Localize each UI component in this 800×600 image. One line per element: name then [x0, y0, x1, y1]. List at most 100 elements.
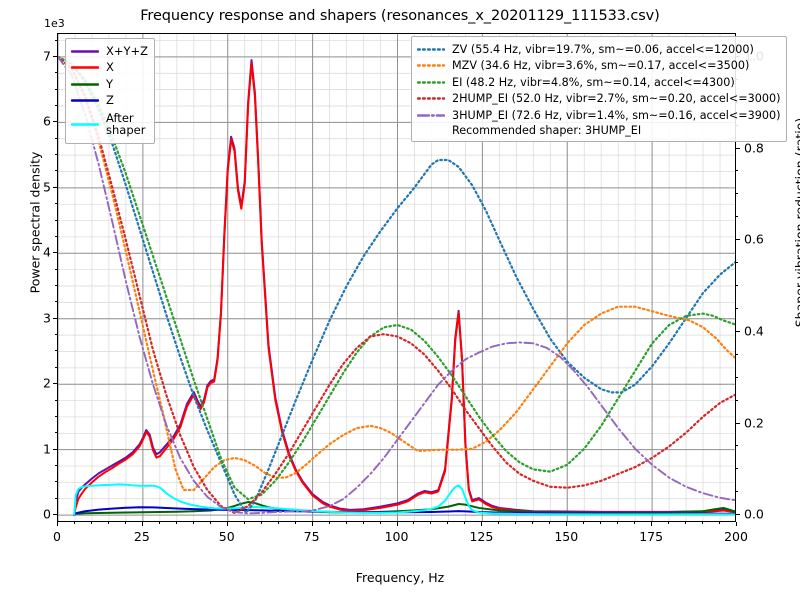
tick-mark [736, 399, 739, 401]
tick-mark [634, 522, 636, 525]
legend-item-ei[interactable]: EI (48.2 Hz, vibr=4.8%, sm~=0.14, accel<… [417, 74, 780, 91]
recommended-shaper-note: Recommended shaper: 3HUMP_EI [452, 123, 642, 137]
tick-mark [54, 39, 57, 41]
tick-mark [53, 55, 57, 57]
tick-mark [515, 522, 517, 525]
x-tick-label-25: 25 [133, 529, 150, 544]
tick-mark [54, 432, 57, 434]
legend-swatch-icon [71, 62, 99, 73]
tick-mark [54, 268, 57, 270]
tick-mark [736, 147, 740, 149]
series-zv [58, 55, 735, 515]
series-3hump-ei [58, 55, 735, 515]
tick-mark [651, 522, 653, 526]
series-mzv [58, 55, 735, 492]
tick-mark [668, 522, 670, 525]
tick-mark [736, 445, 739, 447]
tick-mark [54, 137, 57, 139]
tick-mark [736, 353, 739, 355]
tick-mark [685, 522, 687, 525]
tick-mark [54, 88, 57, 90]
y-tick-left-7: 7 [43, 48, 51, 64]
y-axis-exponent-label: 1e3 [44, 17, 65, 30]
legend-item-zv[interactable]: ZV (55.4 Hz, vibr=19.7%, sm~=0.06, accel… [417, 41, 780, 58]
tick-mark [53, 317, 57, 319]
legend-item-2hump-ei[interactable]: 2HUMP_EI (52.0 Hz, vibr=2.7%, sm~=0.20, … [417, 91, 780, 108]
chart-title: Frequency response and shapers (resonanc… [140, 8, 660, 24]
tick-mark [736, 376, 739, 378]
tick-mark [54, 203, 57, 205]
tick-mark [736, 170, 739, 172]
legend-item-x-y-z[interactable]: X+Y+Z [71, 43, 148, 60]
x-tick-label-75: 75 [303, 529, 320, 544]
legend-item-3hump-ei[interactable]: 3HUMP_EI (72.6 Hz, vibr=1.4%, sm~=0.16, … [417, 107, 780, 124]
tick-mark [736, 491, 739, 493]
tick-mark [54, 366, 57, 368]
legend-item-z[interactable]: Z [71, 93, 148, 110]
tick-mark [736, 239, 740, 241]
legend-swatch-icon [71, 119, 99, 130]
legend-swatch-icon [417, 60, 445, 71]
tick-mark [345, 522, 347, 525]
legend-label: Z [106, 93, 114, 108]
tick-mark [736, 307, 739, 309]
tick-mark [464, 522, 466, 525]
legend-line-sample [417, 48, 445, 51]
legend-swatch-icon [71, 79, 99, 90]
tick-mark [54, 154, 57, 156]
legend-label: After shaper [106, 110, 146, 137]
tick-mark [54, 105, 57, 106]
tick-mark [141, 522, 143, 526]
data-layer [58, 55, 735, 516]
x-tick-label-100: 100 [384, 529, 409, 544]
legend-label: ZV (55.4 Hz, vibr=19.7%, sm~=0.06, accel… [452, 42, 754, 56]
tick-mark [430, 522, 432, 525]
y-tick-right-0.4: 0.4 [744, 323, 764, 339]
legend-line-sample [417, 64, 445, 67]
tick-mark [175, 522, 177, 525]
y-tick-left-0: 0 [43, 506, 51, 522]
legend-label: X+Y+Z [106, 43, 149, 58]
legend-swatch-icon [417, 77, 445, 88]
legend-line-sample [417, 81, 445, 84]
tick-mark [311, 522, 313, 526]
legend-item-y[interactable]: Y [71, 76, 148, 93]
y-tick-left-4: 4 [43, 244, 51, 260]
legend-signals[interactable]: X+Y+Z X Y Z After shaper [65, 38, 156, 144]
tick-mark [498, 522, 500, 525]
tick-mark [53, 121, 57, 123]
legend-item-mzv[interactable]: MZV (34.6 Hz, vibr=3.6%, sm~=0.17, accel… [417, 58, 780, 75]
legend-item-x[interactable]: X [71, 60, 148, 77]
legend-swatch-icon [417, 93, 445, 104]
tick-mark [566, 522, 568, 526]
tick-mark [54, 350, 57, 352]
legend-label: X [106, 60, 114, 75]
tick-mark [54, 497, 57, 499]
tick-mark [600, 522, 602, 525]
x-tick-label-175: 175 [639, 529, 664, 544]
y-axis-label-left: Power spectral density [27, 151, 43, 294]
tick-mark [736, 193, 739, 195]
legend-line-sample [71, 99, 99, 102]
legend-label: EI (48.2 Hz, vibr=4.8%, sm~=0.14, accel<… [452, 75, 735, 89]
tick-mark [583, 522, 585, 525]
legend-shapers[interactable]: ZV (55.4 Hz, vibr=19.7%, sm~=0.06, accel… [411, 36, 788, 142]
y-tick-right-0.6: 0.6 [744, 231, 764, 247]
tick-mark [54, 235, 57, 237]
tick-mark [549, 522, 551, 525]
tick-mark [54, 334, 57, 336]
tick-mark [260, 522, 262, 525]
tick-mark [736, 262, 739, 264]
tick-mark [209, 522, 211, 525]
x-tick-label-200: 200 [724, 529, 748, 544]
tick-mark [54, 415, 57, 417]
tick-mark [736, 468, 739, 470]
tick-mark [54, 481, 57, 483]
legend-label: 3HUMP_EI (72.6 Hz, vibr=1.4%, sm~=0.16, … [452, 108, 781, 122]
legend-line-sample [417, 114, 445, 117]
legend-item-after-shaper[interactable]: After shaper [71, 109, 148, 139]
tick-mark [54, 72, 57, 74]
tick-mark [736, 330, 740, 332]
x-tick-label-125: 125 [469, 529, 494, 544]
tick-mark [736, 514, 740, 516]
